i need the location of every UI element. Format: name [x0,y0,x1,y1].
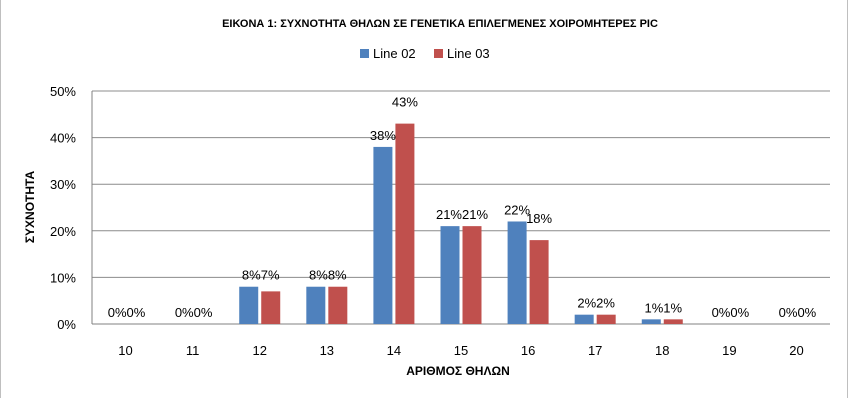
bar-line-03-16 [529,240,549,324]
data-label: 0% [194,305,213,320]
y-tick-label: 50% [50,84,76,99]
legend-swatch-line-03 [434,49,443,58]
bars [239,123,683,325]
data-label: 0% [127,305,146,320]
data-label: 0% [797,305,816,320]
bar-line-02-12 [239,286,259,324]
data-label: 0% [175,305,194,320]
x-tick-label: 10 [118,343,132,358]
data-label: 0% [779,305,798,320]
data-label: 38% [370,128,396,143]
data-label: 0% [712,305,731,320]
data-label: 18% [526,211,552,226]
x-tick-label: 17 [588,343,602,358]
legend-swatch-line-02 [360,49,369,58]
x-tick-label: 20 [789,343,803,358]
x-tick-label: 18 [655,343,669,358]
bar-line-03-12 [261,291,281,324]
y-tick-label: 10% [50,270,76,285]
x-tick-label: 16 [521,343,535,358]
data-label: 1% [663,300,682,315]
x-tick-label: 19 [722,343,736,358]
bar-line-03-13 [328,286,348,324]
bar-line-03-18 [663,319,683,324]
data-labels: 0% 0% 0% 0%8% 7% 8% 8%38%43%21% 21% 22%18%2% 2% 1%… [108,95,817,320]
bar-line-02-18 [641,319,661,324]
bar-line-02-13 [306,286,326,324]
y-tick-label: 20% [50,224,76,239]
x-tick-label: 11 [186,343,200,358]
x-tick-label: 14 [387,343,401,358]
bar-line-02-16 [507,221,527,324]
legend-label-line-03: Line 03 [447,46,490,61]
bar-line-02-14 [373,146,393,324]
legend: Line 02 Line 03 [360,46,490,61]
data-label: 22% [504,202,530,217]
data-label: 21% [462,207,488,222]
data-label: 0% [730,305,749,320]
data-label: 1% [644,300,663,315]
y-tick-label: 0% [57,317,76,332]
data-label: 2% [596,296,615,311]
x-axis-title: ΑΡΙΘΜΟΣ ΘΗΛΩΝ [406,364,510,378]
data-label: 0% [108,305,127,320]
y-tick-label: 30% [50,177,76,192]
y-tick-labels: 0% 10% 20% 30% 40% 50% [50,84,76,332]
y-axis-title: ΣΥΧΝΟΤΗΤΑ [23,171,37,244]
y-tick-label: 40% [50,131,76,146]
data-label: 2% [577,296,596,311]
x-tick-label: 12 [252,343,266,358]
data-label: 8% [309,268,328,283]
data-label: 43% [392,95,418,110]
gridlines [91,90,830,325]
bar-line-02-15 [440,226,460,324]
x-tick-labels: 10 11 12 13 14 15 16 17 18 19 20 [118,343,803,358]
bar-line-03-17 [596,314,616,324]
data-label: 8% [242,268,261,283]
data-label: 8% [328,268,347,283]
data-label: 21% [436,207,462,222]
x-tick-label: 15 [454,343,468,358]
legend-label-line-02: Line 02 [373,46,416,61]
bar-line-03-15 [462,226,482,324]
bar-line-02-17 [574,314,594,324]
bar-line-03-14 [395,123,415,325]
chart-title: ΕΙΚΟΝΑ 1: ΣΥΧΝΟΤΗΤΑ ΘΗΛΩΝ ΣΕ ΓΕΝΕΤΙΚΑ ΕΠ… [222,18,658,30]
data-label: 7% [261,268,280,283]
x-tick-label: 13 [320,343,334,358]
